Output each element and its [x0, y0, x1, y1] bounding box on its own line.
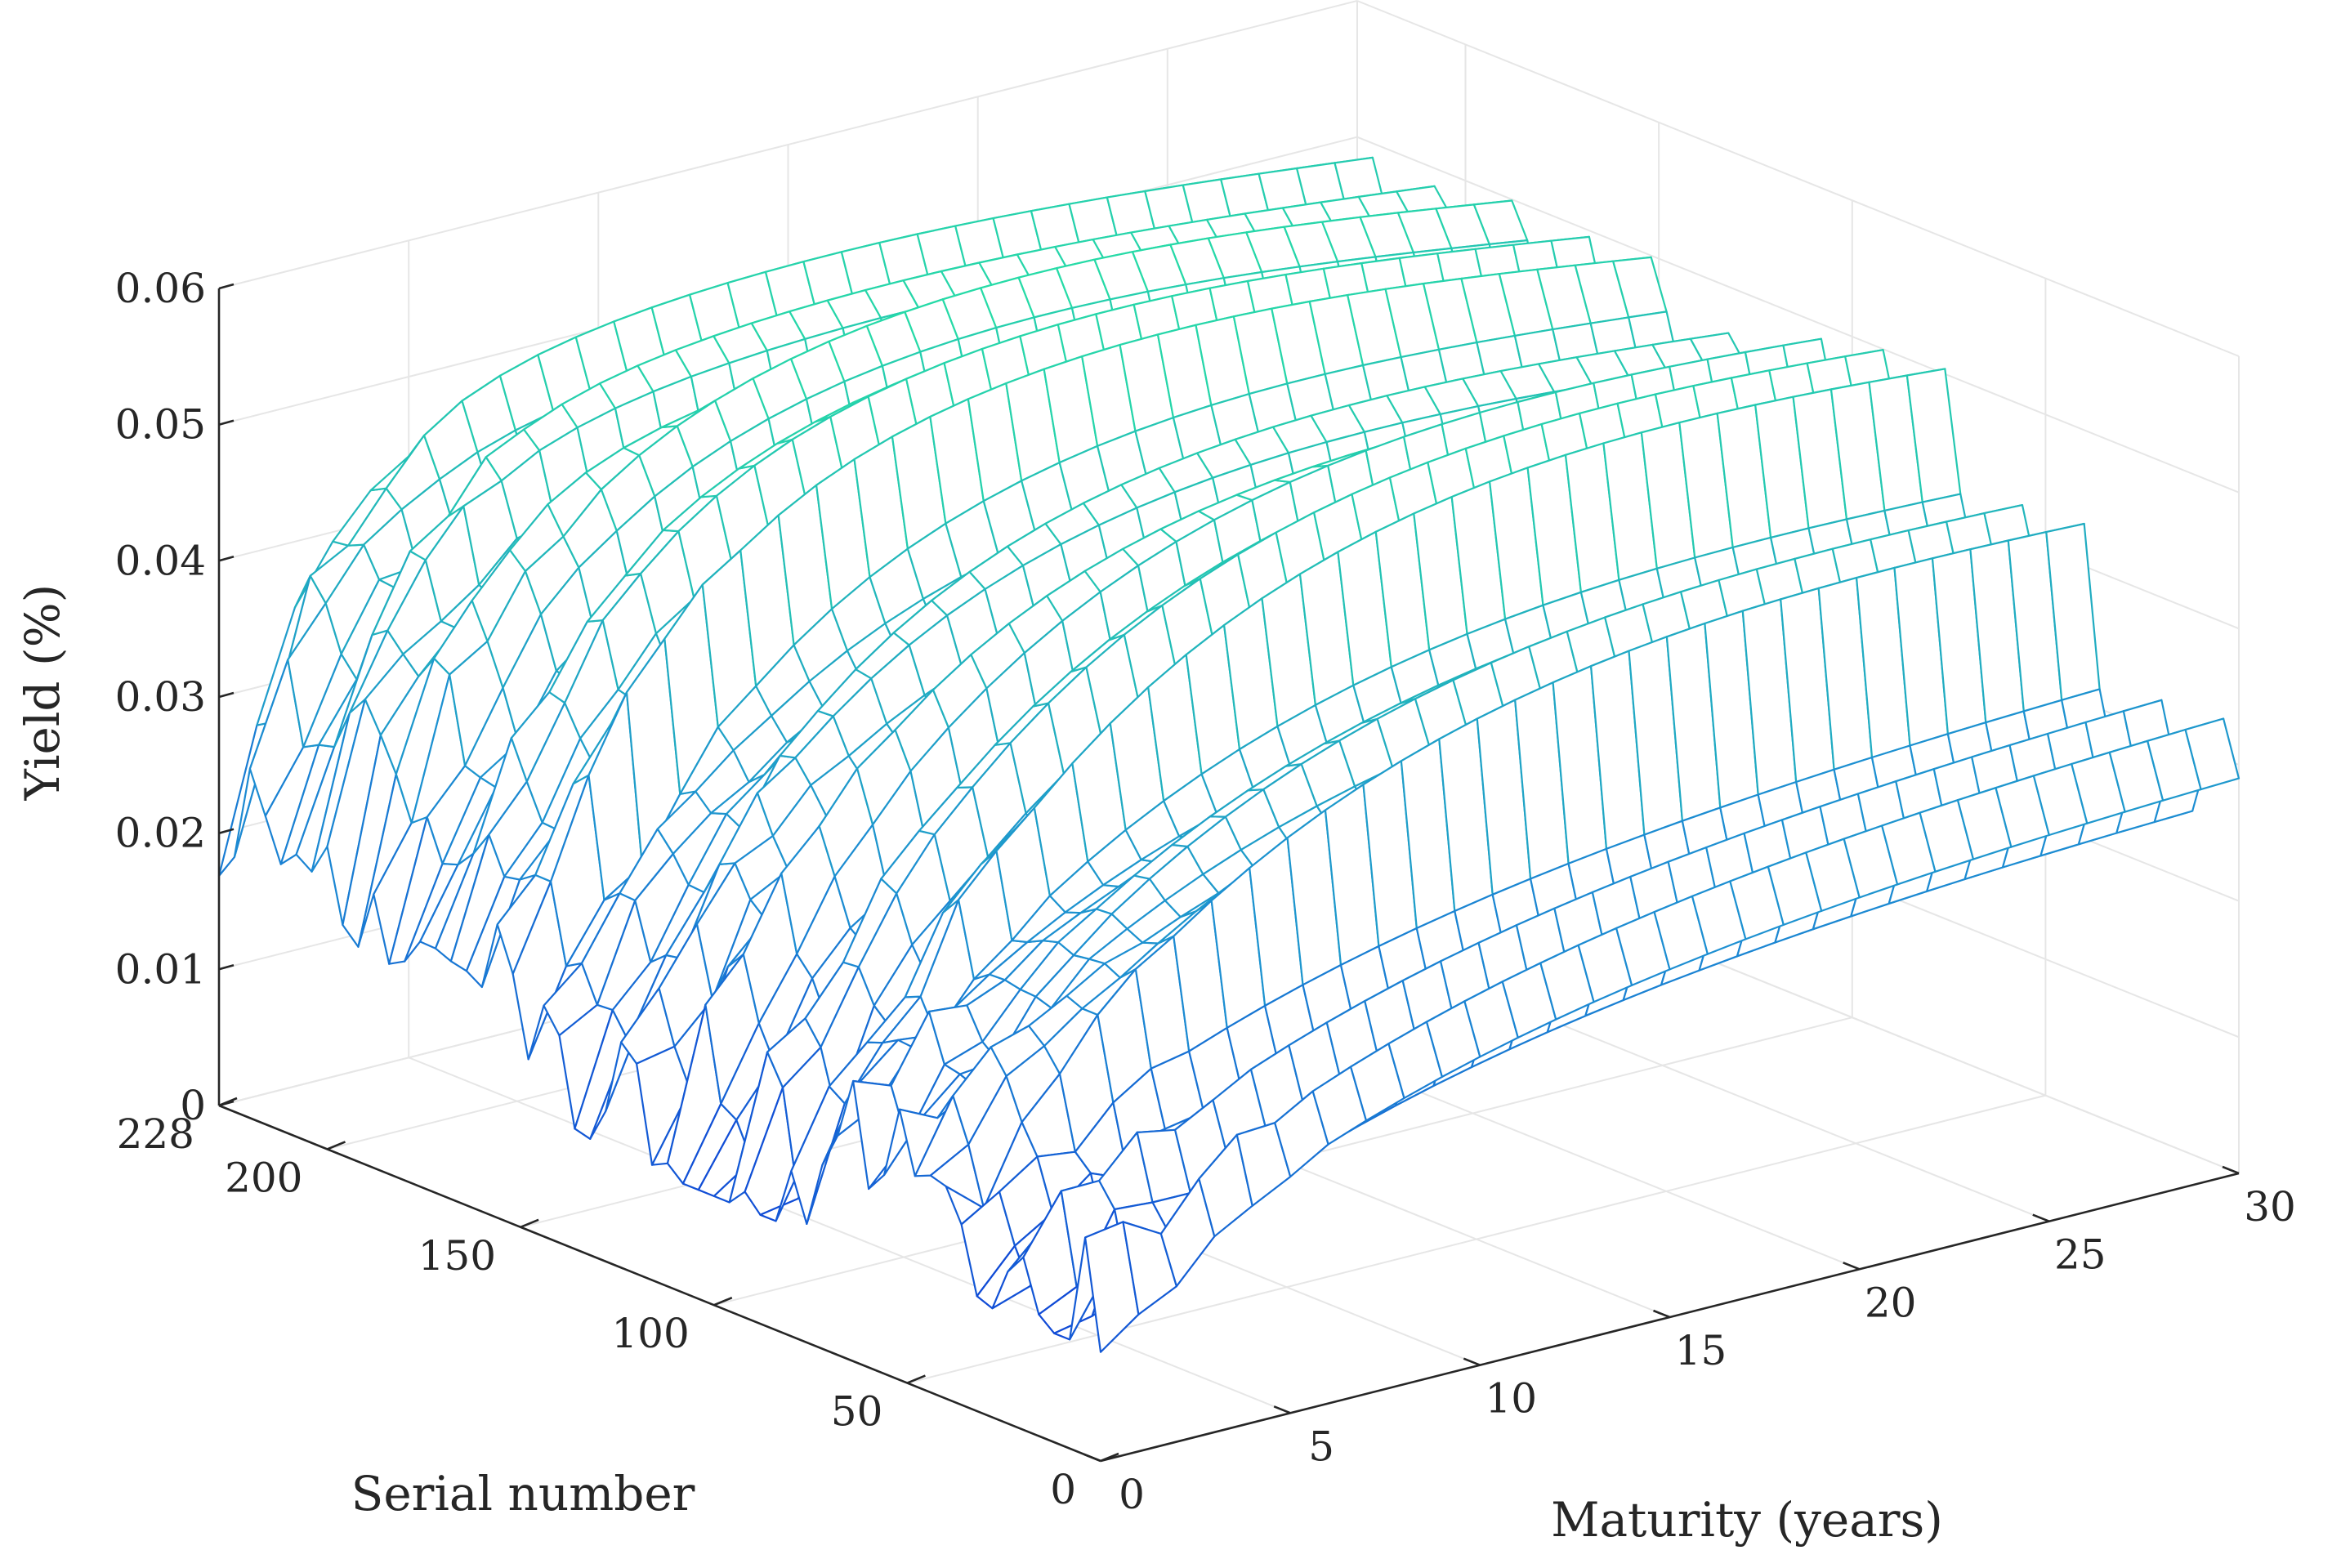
y-axis-line: [218, 1104, 1101, 1463]
floor-gridline-serial: [907, 1094, 2046, 1384]
x-tick-mark: [1273, 1405, 1291, 1414]
z-tick-label: 0.04: [115, 537, 206, 584]
z-tick-label: 0.02: [115, 810, 206, 857]
x-tick-label: 20: [1865, 1279, 1917, 1326]
z-tick-label: 0.05: [115, 401, 206, 449]
z-tick-mark: [218, 691, 235, 699]
y-tick-label: 0: [1050, 1466, 1076, 1513]
x-tick-label: 0: [1119, 1471, 1145, 1518]
z-tick-mark: [218, 828, 235, 834]
y-axis-label: Serial number: [351, 1466, 695, 1521]
z-tick-label: 0.01: [115, 945, 206, 993]
y-tick-mark: [218, 1097, 238, 1107]
floor-gridline-maturity: [408, 1057, 1291, 1414]
axis-labels: Yield (%) Serial number Maturity (years): [15, 584, 1943, 1548]
x-tick-label: 10: [1485, 1375, 1537, 1423]
z-tick-mark: [218, 283, 235, 290]
z-tick-label: 0.06: [115, 265, 206, 312]
x-tick-label: 25: [2054, 1231, 2106, 1279]
x-tick-mark: [2032, 1213, 2050, 1222]
y-tick-mark: [713, 1296, 733, 1307]
x-tick-mark: [1463, 1357, 1481, 1366]
y-tick-label: 50: [831, 1388, 883, 1436]
x-tick-label: 15: [1675, 1327, 1727, 1374]
x-tick-label: 30: [2244, 1183, 2296, 1231]
surface-cell: [2184, 717, 2240, 791]
axes-lines: [217, 283, 2240, 1463]
right-wall-gridline-yield: [1356, 0, 2240, 357]
right-wall-gridline-yield: [1356, 136, 2240, 494]
y-tick-mark: [327, 1141, 346, 1150]
y-tick-mark: [1100, 1452, 1119, 1463]
surface-mesh: [217, 156, 2240, 1353]
tick-labels: 00.010.020.030.040.050.06050100150200228…: [115, 265, 2296, 1518]
y-tick-label: 228: [117, 1110, 194, 1158]
z-axis-label: Yield (%): [15, 584, 70, 802]
z-tick-mark: [218, 419, 235, 426]
y-tick-label: 150: [418, 1232, 496, 1280]
y-tick-label: 100: [611, 1310, 689, 1357]
x-tick-mark: [1843, 1262, 1861, 1271]
z-tick-label: 0.03: [115, 673, 206, 721]
x-tick-mark: [1653, 1309, 1670, 1319]
y-tick-label: 200: [225, 1154, 302, 1201]
z-tick-label: 0: [180, 1082, 206, 1129]
x-axis-label: Maturity (years): [1551, 1492, 1943, 1548]
y-tick-mark: [520, 1218, 539, 1229]
z-tick-mark: [218, 964, 235, 971]
x-tick-label: 5: [1308, 1423, 1334, 1470]
y-tick-mark: [906, 1374, 926, 1384]
z-tick-mark: [218, 556, 235, 562]
x-tick-mark: [2222, 1165, 2240, 1175]
x-tick-mark: [1083, 1453, 1101, 1463]
back-wall-gridline-yield: [218, 0, 1358, 289]
